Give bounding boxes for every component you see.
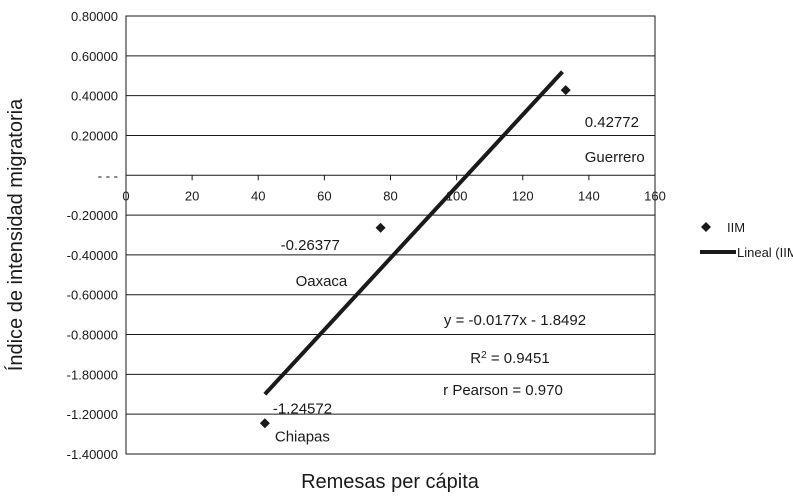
trendline-group bbox=[263, 70, 564, 396]
x-tick-label: 0 bbox=[122, 188, 129, 203]
r-squared-superscript: 2 bbox=[481, 350, 487, 361]
data-point-name: Oaxaca bbox=[296, 273, 348, 290]
x-tick-label: 60 bbox=[317, 188, 331, 203]
x-tick-label: 80 bbox=[383, 188, 397, 203]
y-tick-label: 0.40000 bbox=[71, 89, 118, 104]
data-point bbox=[560, 85, 571, 96]
y-tick-labels: 0.80000 0.60000 0.40000 0.20000 - - - -0.2000… bbox=[67, 9, 118, 462]
y-axis-title: Índice de intensidad migratoria bbox=[4, 98, 27, 371]
data-value-label: 0.42772 bbox=[585, 114, 639, 131]
x-tick-label: 20 bbox=[185, 188, 199, 203]
data-point bbox=[259, 418, 270, 429]
x-axis-title: Remesas per cápita bbox=[301, 471, 480, 493]
y-tick-label: - - - bbox=[98, 168, 118, 183]
data-point-name: Chiapas bbox=[275, 428, 330, 445]
y-tick-label: -0.80000 bbox=[67, 328, 118, 343]
x-tick-label: 40 bbox=[251, 188, 265, 203]
y-tick-label: 0.20000 bbox=[71, 128, 118, 143]
y-tick-label: -1.80000 bbox=[67, 367, 118, 382]
legend-marker-iim bbox=[701, 222, 711, 232]
y-tick-label: -0.20000 bbox=[67, 208, 118, 223]
r-squared-annotation: R2 = 0.9451 bbox=[470, 350, 549, 368]
x-tick-label: 140 bbox=[578, 188, 600, 203]
data-value-label: -1.24572 bbox=[273, 400, 332, 417]
y-tick-label: 0.80000 bbox=[71, 9, 118, 24]
plot-area bbox=[125, 15, 656, 455]
r-squared-value: = 0.9451 bbox=[487, 350, 550, 367]
legend-label-iim: IIM bbox=[727, 220, 745, 235]
legend-label-lineal: Lineal (IIM) bbox=[737, 245, 793, 260]
point-labels: -1.24572 Chiapas -0.26377 Oaxaca 0.42772 Guer… bbox=[273, 114, 645, 445]
y-tick-label: 0.60000 bbox=[71, 49, 118, 64]
y-tick-label: -1.20000 bbox=[67, 407, 118, 422]
pearson-annotation: r Pearson = 0.970 bbox=[443, 382, 563, 399]
y-tick-label: -0.60000 bbox=[67, 288, 118, 303]
data-point-name: Guerrero bbox=[585, 149, 645, 166]
x-tick-label: 160 bbox=[644, 188, 666, 203]
r-squared-base: R bbox=[470, 350, 481, 367]
legend: IIM Lineal (IIM) bbox=[700, 220, 793, 260]
data-point bbox=[375, 222, 386, 233]
equation-annotation: y = -0.0177x - 1.8492 bbox=[444, 312, 586, 329]
data-points bbox=[259, 85, 571, 429]
trendline bbox=[263, 70, 564, 396]
y-tick-label: -0.40000 bbox=[67, 248, 118, 263]
x-tick-label: 120 bbox=[512, 188, 534, 203]
y-tick-label: -1.40000 bbox=[67, 447, 118, 462]
data-value-label: -0.26377 bbox=[281, 237, 340, 254]
